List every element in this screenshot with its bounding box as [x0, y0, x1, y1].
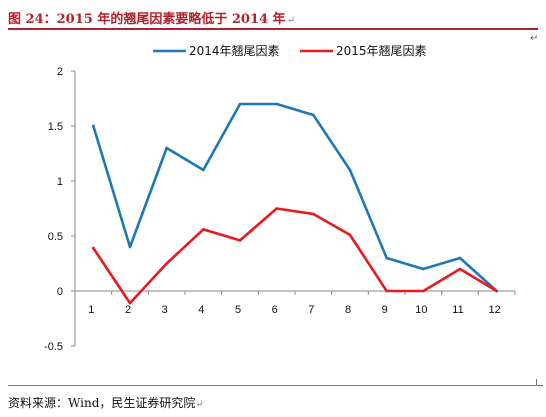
data-point — [385, 256, 388, 260]
data-point — [92, 246, 95, 250]
y-axis: 2 1.5 1 0.5 0 -0.5 — [44, 66, 76, 353]
legend-label: 2014年翘尾因素 — [189, 44, 280, 58]
y-tick-label: -0.5 — [44, 341, 63, 353]
data-point — [128, 245, 132, 249]
data-point — [165, 262, 168, 265]
data-point — [202, 168, 205, 172]
x-tick-label: 9 — [382, 304, 388, 316]
series-line-1 — [92, 102, 498, 293]
data-point — [312, 113, 315, 117]
paragraph-mark-icon: ↵ — [530, 33, 539, 44]
figure-title-text: 图 24：2015 年的翘尾因素要略低于 2014 年 — [8, 12, 286, 27]
data-point — [348, 168, 352, 172]
data-point — [422, 289, 425, 293]
legend: 2014年翘尾因素 2015年翘尾因素 — [153, 44, 427, 58]
data-point — [385, 289, 388, 293]
data-point — [422, 267, 425, 271]
x-tick-label: 6 — [272, 304, 278, 316]
data-point — [458, 267, 462, 271]
x-tick-label: 5 — [235, 304, 241, 316]
figure-title: 图 24：2015 年的翘尾因素要略低于 2014 年↵ — [8, 8, 295, 27]
x-tick-label: 11 — [452, 304, 463, 316]
data-point — [238, 102, 242, 106]
title-rule — [8, 28, 538, 30]
data-point — [495, 289, 498, 293]
x-tick-label: 3 — [162, 304, 168, 316]
bottom-rule — [8, 385, 538, 386]
paragraph-mark-icon: ↵ — [286, 15, 295, 26]
data-point — [165, 146, 168, 150]
legend-label: 2015年翘尾因素 — [336, 44, 427, 58]
x-tick-label: 4 — [198, 304, 204, 316]
corner-mark — [536, 379, 543, 386]
data-point — [275, 102, 278, 106]
y-tick-label: 2 — [57, 66, 63, 78]
source-text: 资料来源：Wind，民生证券研究院 — [8, 396, 196, 410]
data-point — [275, 207, 278, 210]
x-tick-label: 2 — [125, 304, 131, 316]
x-tick-label: 7 — [308, 304, 314, 316]
data-point — [458, 256, 462, 260]
series-layer — [92, 102, 498, 305]
series-line-2 — [92, 207, 498, 305]
y-tick-label: 1 — [57, 176, 63, 188]
y-tick-label: 0.5 — [48, 231, 63, 243]
data-point — [202, 228, 205, 231]
y-tick-label: 0 — [57, 286, 63, 298]
data-point — [238, 239, 242, 242]
data-point — [92, 124, 95, 128]
x-tick-label: 10 — [415, 304, 427, 316]
paragraph-mark-icon: ↵ — [195, 399, 204, 410]
data-point — [312, 212, 315, 216]
data-point — [128, 301, 132, 305]
x-tick-label: 12 — [489, 304, 501, 316]
x-tick-label: 1 — [88, 304, 94, 316]
data-point — [348, 233, 352, 237]
source-note: 资料来源：Wind，民生证券研究院↵ — [8, 394, 204, 411]
x-axis: 1 2 3 4 5 6 7 8 9 10 11 12 — [74, 290, 516, 316]
y-tick-label: 1.5 — [48, 121, 63, 133]
x-tick-label: 8 — [345, 304, 351, 316]
